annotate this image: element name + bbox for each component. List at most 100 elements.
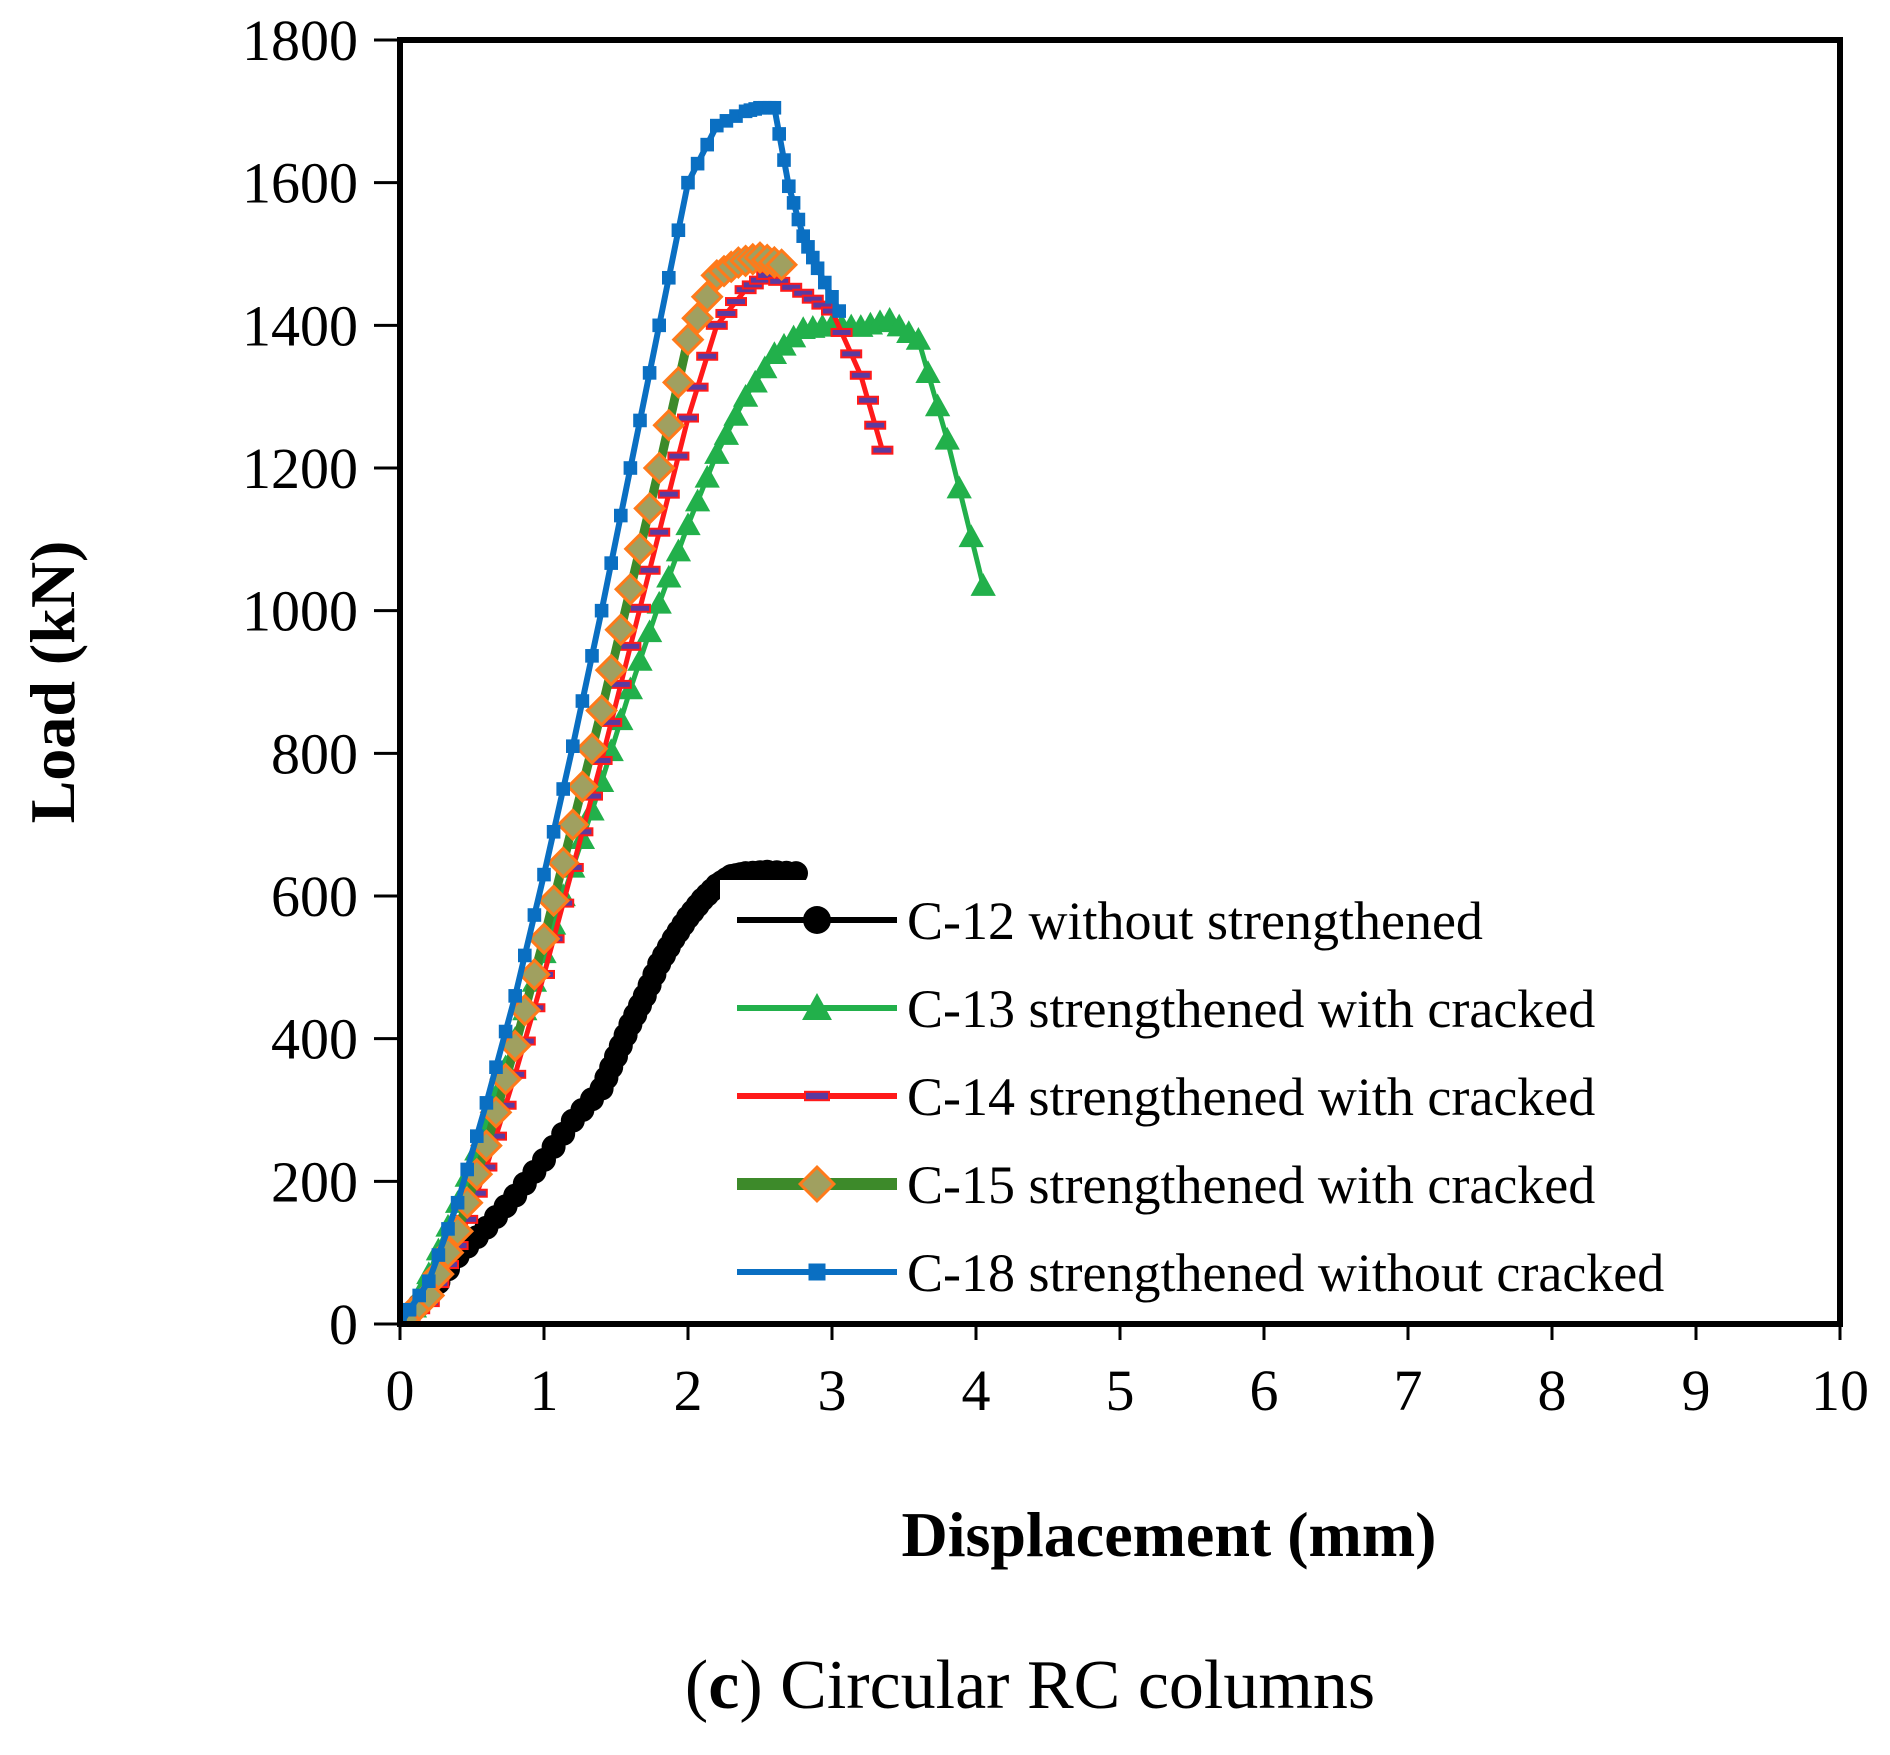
- legend-swatch-marker: [803, 906, 831, 934]
- legend: C-12 without strengthened C-13 strengthen…: [720, 880, 1830, 1310]
- data-point: [801, 240, 815, 254]
- data-point: [681, 175, 695, 190]
- data-point: [825, 290, 839, 304]
- legend-label: C-14 strengthened with cracked: [907, 1067, 1595, 1127]
- data-point: [905, 326, 932, 350]
- data-point: [412, 1288, 426, 1303]
- data-point: [508, 989, 522, 1003]
- data-point: [575, 732, 609, 765]
- y-tick-label: 800: [271, 721, 358, 786]
- data-point: [648, 527, 671, 537]
- data-point: [786, 196, 801, 210]
- x-tick-label: 9: [1682, 1358, 1711, 1423]
- data-point: [915, 360, 941, 384]
- data-point: [671, 323, 705, 357]
- figure-caption: (c) Circular RC columns: [685, 1647, 1375, 1724]
- y-tick-label: 1400: [242, 293, 358, 358]
- data-point: [732, 384, 759, 407]
- x-tick-label: 1: [530, 1358, 559, 1423]
- x-axis-title: Displacement (mm): [902, 1499, 1437, 1570]
- legend-label: C-18 strengthened without cracked: [907, 1243, 1664, 1303]
- data-point: [958, 524, 984, 548]
- data-point: [871, 445, 894, 455]
- y-axis-title: Load (kN): [17, 541, 88, 824]
- data-point: [604, 556, 618, 570]
- data-point: [864, 420, 887, 430]
- data-point: [694, 464, 720, 488]
- legend-entry: C-15 strengthened with cracked: [737, 1155, 1595, 1215]
- data-point: [537, 867, 551, 882]
- data-point: [934, 426, 960, 450]
- x-tick-label: 10: [1811, 1358, 1869, 1423]
- data-point: [806, 250, 820, 265]
- legend-swatch-marker: [797, 1164, 837, 1204]
- series-c-15: [400, 241, 799, 1324]
- data-point: [646, 590, 672, 614]
- data-point: [791, 212, 806, 227]
- data-point: [970, 573, 996, 596]
- data-point: [772, 127, 786, 141]
- y-tick-label: 400: [271, 1007, 358, 1072]
- data-point: [614, 508, 628, 523]
- y-tick-label: 200: [271, 1149, 358, 1214]
- data-point: [431, 1248, 446, 1262]
- legend-swatch-marker: [808, 1263, 826, 1281]
- data-point: [489, 1060, 503, 1074]
- data-point: [677, 413, 699, 423]
- legend-label: C-13 strengthened with cracked: [907, 979, 1595, 1039]
- y-tick-label: 600: [271, 864, 358, 929]
- data-point: [832, 304, 846, 318]
- x-tick-label: 7: [1394, 1358, 1423, 1423]
- data-point: [627, 647, 653, 671]
- data-point: [656, 564, 682, 588]
- data-point: [723, 403, 749, 426]
- data-point: [479, 1096, 494, 1110]
- data-point: [671, 223, 686, 238]
- caption-letter: c: [708, 1647, 739, 1724]
- data-point: [642, 366, 657, 380]
- data-point: [636, 619, 663, 643]
- data-point: [849, 370, 872, 380]
- x-tick-label: 3: [818, 1358, 847, 1423]
- x-tick-label: 0: [386, 1358, 415, 1423]
- data-point: [537, 884, 571, 918]
- data-point: [796, 229, 810, 243]
- data-point: [784, 861, 808, 886]
- data-point: [565, 770, 599, 804]
- data-point: [470, 1129, 484, 1143]
- data-point: [700, 137, 714, 152]
- data-point: [623, 532, 657, 566]
- data-point: [830, 327, 853, 337]
- data-point: [594, 603, 609, 618]
- data-point: [704, 441, 730, 464]
- data-point: [675, 512, 701, 536]
- data-point: [665, 538, 692, 562]
- data-point: [661, 365, 695, 399]
- x-tick-label: 5: [1106, 1358, 1135, 1423]
- plot-frame: [397, 37, 1843, 1327]
- data-point: [857, 395, 879, 405]
- data-point: [556, 782, 570, 796]
- data-point: [725, 297, 747, 307]
- data-point: [690, 156, 705, 171]
- data-point: [518, 948, 532, 963]
- x-tick-label: 4: [962, 1358, 991, 1423]
- data-point: [460, 1162, 474, 1177]
- data-point: [585, 649, 599, 663]
- data-point: [546, 846, 580, 880]
- data-point: [566, 739, 580, 753]
- data-point: [546, 825, 561, 839]
- data-point: [684, 488, 711, 512]
- legend-background: [720, 880, 1830, 1310]
- data-point: [652, 318, 666, 333]
- legend-swatch-marker: [802, 993, 832, 1020]
- data-point: [633, 413, 647, 428]
- legend-entry: C-13 strengthened with cracked: [737, 979, 1595, 1039]
- x-tick-label: 6: [1250, 1358, 1279, 1423]
- data-point: [657, 489, 680, 499]
- data-point: [575, 694, 590, 708]
- x-tick-label: 8: [1538, 1358, 1567, 1423]
- data-point: [946, 475, 972, 499]
- y-tick-label: 1200: [242, 436, 358, 501]
